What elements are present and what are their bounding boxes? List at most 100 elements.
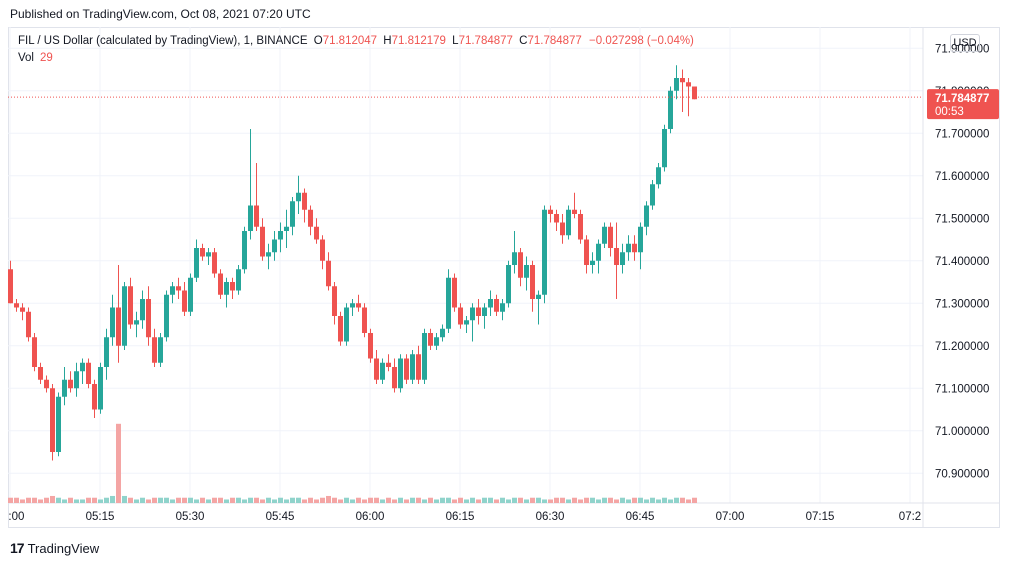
volume-legend: Vol 29 bbox=[18, 52, 53, 64]
candle-body bbox=[140, 299, 145, 321]
change-value: −0.027298 (−0.04%) bbox=[589, 35, 694, 47]
candle-body bbox=[560, 222, 565, 236]
candle-body bbox=[404, 358, 409, 380]
volume-bar bbox=[392, 499, 397, 503]
candle-body bbox=[98, 367, 103, 410]
candle-body bbox=[536, 294, 541, 299]
volume-bar bbox=[146, 499, 151, 503]
x-tick-label: 07:15 bbox=[806, 511, 835, 523]
candle-body bbox=[464, 320, 469, 325]
candle-body bbox=[602, 226, 607, 244]
candle-body bbox=[362, 307, 367, 333]
candle-body bbox=[440, 328, 445, 338]
symbol-title[interactable]: FIL / US Dollar (calculated by TradingVi… bbox=[18, 35, 308, 47]
candle-body bbox=[278, 231, 283, 240]
volume-bar bbox=[188, 497, 193, 503]
candlestick-chart[interactable]: 71.90000071.80000071.70000071.60000071.5… bbox=[8, 27, 1000, 528]
volume-bar bbox=[32, 497, 37, 503]
y-tick-label: 71.000000 bbox=[935, 426, 989, 438]
candle-body bbox=[224, 282, 229, 295]
volume-bar bbox=[650, 497, 655, 503]
candle-body bbox=[230, 282, 235, 291]
volume-bar bbox=[410, 497, 415, 503]
volume-bar bbox=[62, 499, 67, 503]
low-label: L bbox=[452, 35, 459, 47]
volume-bar bbox=[92, 497, 97, 503]
candle-body bbox=[542, 209, 547, 295]
candle-body bbox=[524, 265, 529, 278]
candle-body bbox=[494, 299, 499, 312]
published-text: Published on TradingView.com, Oct 08, 20… bbox=[10, 7, 311, 21]
volume-bar bbox=[140, 497, 145, 503]
candle-body bbox=[446, 277, 451, 329]
candle-body bbox=[380, 362, 385, 380]
tradingview-logo-icon: 17 bbox=[10, 540, 25, 556]
volume-bar bbox=[212, 497, 217, 503]
volume-bar bbox=[458, 497, 463, 503]
high-label: H bbox=[383, 35, 392, 47]
candle-body bbox=[86, 362, 91, 384]
volume-bar bbox=[518, 497, 523, 503]
volume-bar bbox=[344, 497, 349, 503]
currency-button[interactable]: USD bbox=[950, 34, 980, 52]
volume-bar bbox=[446, 497, 451, 503]
volume-bar bbox=[158, 497, 163, 503]
x-tick-label: 06:00 bbox=[356, 511, 385, 523]
volume-bar bbox=[416, 497, 421, 503]
y-tick-label: 71.700000 bbox=[935, 128, 989, 140]
x-tick-label: 06:45 bbox=[626, 511, 655, 523]
candle-body bbox=[62, 379, 67, 397]
x-tick-label: 05:30 bbox=[176, 511, 205, 523]
volume-bar bbox=[290, 497, 295, 503]
candle-body bbox=[596, 243, 601, 261]
volume-bar bbox=[452, 499, 457, 503]
volume-bar bbox=[26, 497, 31, 503]
candle-body bbox=[20, 307, 25, 312]
volume-bar bbox=[332, 497, 337, 503]
volume-bar bbox=[110, 495, 115, 503]
volume-bar bbox=[128, 497, 133, 503]
last-price-countdown: 00:53 bbox=[935, 106, 964, 118]
candle-body bbox=[530, 265, 535, 299]
volume-bar bbox=[296, 497, 301, 503]
volume-bar bbox=[614, 499, 619, 503]
volume-bar bbox=[374, 497, 379, 503]
volume-bar bbox=[422, 499, 427, 503]
candle-body bbox=[350, 303, 355, 308]
volume-bar bbox=[302, 499, 307, 503]
volume-bar bbox=[674, 497, 679, 503]
candle-body bbox=[344, 307, 349, 342]
candle-body bbox=[332, 286, 337, 316]
candle-body bbox=[416, 354, 421, 380]
candle-body bbox=[134, 320, 139, 325]
candle-body bbox=[686, 82, 691, 87]
candle-body bbox=[452, 277, 457, 308]
volume-bar bbox=[572, 497, 577, 503]
volume-label[interactable]: Vol bbox=[18, 52, 34, 64]
volume-bar bbox=[14, 497, 19, 503]
candle-body bbox=[110, 307, 115, 338]
y-tick-label: 71.600000 bbox=[935, 171, 989, 183]
candle-body bbox=[38, 367, 43, 380]
volume-bar bbox=[266, 497, 271, 503]
candle-body bbox=[326, 260, 331, 287]
volume-bar bbox=[644, 499, 649, 503]
volume-bar bbox=[668, 499, 673, 503]
volume-bar bbox=[602, 497, 607, 503]
y-tick-label: 71.100000 bbox=[935, 383, 989, 395]
volume-bar bbox=[464, 499, 469, 503]
volume-bar bbox=[86, 497, 91, 503]
candle-body bbox=[578, 214, 583, 240]
volume-bar bbox=[548, 499, 553, 503]
volume-bar bbox=[182, 497, 187, 503]
volume-bar bbox=[278, 497, 283, 503]
y-tick-label: 70.900000 bbox=[935, 468, 989, 480]
candle-body bbox=[248, 205, 253, 231]
candle-body bbox=[458, 307, 463, 325]
volume-bar bbox=[170, 499, 175, 503]
x-tick-label: 06:30 bbox=[536, 511, 565, 523]
footer-brand[interactable]: 17 TradingView bbox=[10, 540, 99, 556]
candle-body bbox=[566, 209, 571, 236]
volume-bar bbox=[512, 497, 517, 503]
candle-body bbox=[422, 333, 427, 380]
